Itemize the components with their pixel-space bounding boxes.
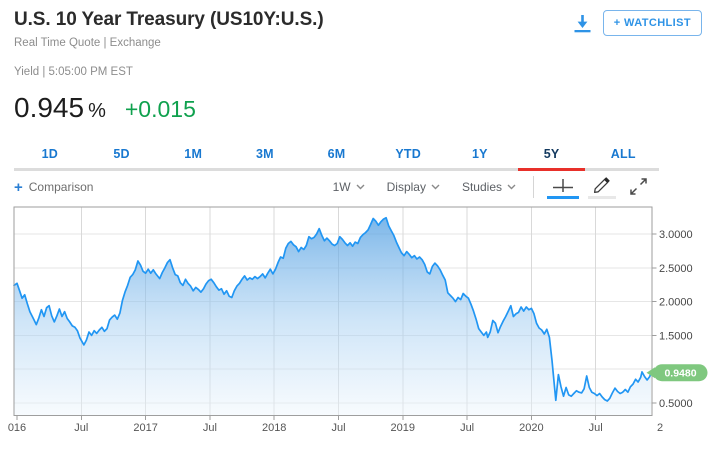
toolbar-divider bbox=[533, 176, 534, 198]
tab-5d[interactable]: 5D bbox=[113, 147, 130, 161]
price-change: +0.015 bbox=[124, 96, 196, 122]
badge-pointer bbox=[646, 367, 655, 379]
display-label: Display bbox=[386, 180, 426, 194]
plot-border bbox=[13, 206, 653, 416]
download-button[interactable] bbox=[572, 12, 593, 34]
price-value: 0.945 bbox=[14, 92, 85, 123]
crosshair-tool-button[interactable] bbox=[547, 175, 579, 199]
fullscreen-button[interactable] bbox=[625, 175, 652, 199]
quote-subtitle: Real Time Quote | Exchange bbox=[14, 37, 161, 49]
y-tick-label: 3.0000 bbox=[659, 229, 693, 241]
chart-area: 3.0000 2.5000 2.0000 1.5000 0.5000 016 Jul 2017… bbox=[0, 200, 710, 446]
tab-3m[interactable]: 3M bbox=[255, 147, 274, 161]
studies-label: Studies bbox=[461, 180, 502, 194]
x-axis-labels: 016 Jul 2017 Jul 2018 Jul 2019 Jul 2020 Jul 2 bbox=[8, 415, 663, 434]
y-axis-labels: 3.0000 2.5000 2.0000 1.5000 0.5000 bbox=[652, 229, 693, 410]
add-comparison-button[interactable]: + Comparison bbox=[14, 180, 93, 195]
area-fill bbox=[14, 217, 651, 416]
toolbar-right: 1W Display Studies bbox=[311, 175, 652, 199]
add-watchlist-button[interactable]: + WATCHLIST bbox=[602, 10, 702, 36]
x-tick-label: 2018 bbox=[262, 422, 286, 434]
tab-6m[interactable]: 6M bbox=[327, 147, 346, 161]
y-tick-label: 1.5000 bbox=[659, 330, 693, 342]
studies-dropdown[interactable]: Studies bbox=[462, 180, 516, 194]
price-unit: % bbox=[88, 100, 106, 122]
chevron-down-icon bbox=[507, 184, 516, 190]
interval-dropdown[interactable]: 1W bbox=[333, 180, 365, 194]
price-line bbox=[13, 216, 652, 402]
download-arrow-icon bbox=[574, 15, 591, 33]
price-row: 0.945% +0.015 bbox=[14, 92, 196, 124]
badge-box bbox=[653, 364, 708, 382]
title-row: U.S. 10 Year Treasury (US10Y:U.S.) + WAT… bbox=[14, 9, 702, 36]
x-tick-label: Jul bbox=[203, 422, 217, 434]
tab-1m[interactable]: 1M bbox=[184, 147, 203, 161]
chart-toolbar: + Comparison 1W Display Studies bbox=[14, 174, 652, 200]
expand-arrows-icon bbox=[630, 177, 647, 195]
tab-1y[interactable]: 1Y bbox=[472, 147, 488, 161]
x-tick-label: Jul bbox=[331, 422, 345, 434]
quote-meta: Yield | 5:05:00 PM EST bbox=[14, 66, 133, 78]
x-tick-label: 2019 bbox=[391, 422, 415, 434]
last-price-badge: 0.9480 bbox=[646, 364, 708, 382]
tab-5y[interactable]: 5Y bbox=[516, 143, 588, 171]
interval-label: 1W bbox=[332, 180, 351, 194]
x-tick-label: Jul bbox=[460, 422, 474, 434]
x-tick-label: Jul bbox=[74, 422, 88, 434]
tab-all[interactable]: ALL bbox=[610, 147, 636, 161]
x-tick-label: 2 bbox=[657, 422, 663, 434]
range-tabs: 1D 5D 1M 3M 6M YTD 1Y 5Y ALL bbox=[14, 143, 659, 171]
y-tick-label: 0.5000 bbox=[659, 398, 693, 410]
x-tick-label: 2017 bbox=[133, 422, 157, 434]
x-tick-label: 016 bbox=[8, 422, 26, 434]
chevron-down-icon bbox=[431, 184, 440, 190]
draw-tool-button[interactable] bbox=[588, 175, 616, 199]
y-tick-label: 2.5000 bbox=[659, 263, 693, 275]
plus-icon: + bbox=[14, 178, 23, 196]
badge-price-label: 0.9480 bbox=[664, 368, 696, 380]
pencil-icon bbox=[593, 176, 610, 193]
chevron-down-icon bbox=[356, 184, 365, 190]
tab-ytd[interactable]: YTD bbox=[395, 147, 421, 161]
price-chart-svg[interactable]: 3.0000 2.5000 2.0000 1.5000 0.5000 016 Jul 2017… bbox=[0, 200, 710, 446]
comparison-label: Comparison bbox=[28, 180, 94, 194]
header-actions: + WATCHLIST bbox=[572, 10, 702, 36]
price-group: 0.945% bbox=[14, 92, 106, 124]
tab-1d[interactable]: 1D bbox=[41, 147, 59, 161]
page-title: U.S. 10 Year Treasury (US10Y:U.S.) bbox=[14, 9, 324, 30]
x-tick-label: 2020 bbox=[519, 422, 543, 434]
display-dropdown[interactable]: Display bbox=[387, 180, 440, 194]
crosshair-icon bbox=[553, 178, 573, 192]
y-tick-label: 2.0000 bbox=[659, 297, 693, 309]
x-tick-label: Jul bbox=[589, 422, 603, 434]
